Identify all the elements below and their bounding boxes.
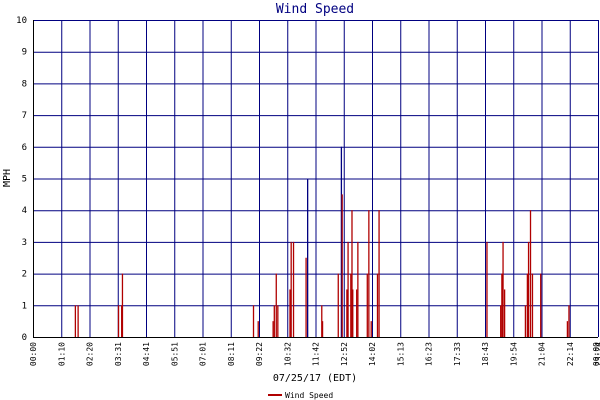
x-tick-label: 19:54 [509, 342, 518, 366]
y-tick-label: 8 [22, 79, 27, 89]
y-tick-label: 2 [22, 270, 27, 280]
x-tick-label: 07:01 [199, 342, 208, 366]
x-tick-label: 08:11 [227, 342, 236, 366]
x-tick-label: 18:43 [481, 342, 490, 366]
y-tick-label: 9 [22, 48, 27, 58]
y-tick-label: 1 [22, 301, 27, 311]
grid [33, 20, 599, 338]
y-tick-labels: 0 1 2 3 4 5 6 7 8 9 10 [16, 16, 27, 343]
x-tick-label: 11:42 [312, 342, 321, 366]
bars [74, 146, 570, 337]
legend-label: Wind Speed [285, 391, 333, 400]
x-tick-label: 15:13 [396, 342, 405, 366]
x-tick-label: 02:20 [86, 342, 95, 366]
axes [33, 20, 598, 338]
chart-title: Wind Speed [276, 2, 354, 17]
y-tick-label: 5 [22, 175, 27, 185]
x-tick-label: 00:00 [592, 342, 600, 366]
x-tick-label: 16:23 [425, 342, 434, 366]
legend: Wind Speed [268, 391, 333, 400]
x-tick-label: 22:14 [566, 342, 575, 366]
y-tick-label: 0 [22, 333, 27, 343]
x-tick-label: 00:00 [29, 342, 38, 366]
x-tick-label: 21:04 [538, 342, 547, 366]
x-tick-label: 23:24 [594, 342, 600, 366]
x-tick-label: 14:02 [368, 342, 377, 366]
y-tick-label: 3 [22, 238, 27, 248]
y-tick-label: 4 [22, 206, 27, 216]
y-axis-label: MPH [2, 169, 13, 187]
x-tick-label: 05:51 [170, 342, 179, 366]
x-tick-label: 04:41 [142, 342, 151, 366]
y-tick-label: 6 [22, 143, 27, 153]
x-tick-label: 17:33 [453, 342, 462, 366]
x-tick-labels: 00:00 01:10 02:20 03:31 04:41 05:51 07:01 08:11… [29, 342, 600, 366]
x-tick-label: 10:32 [283, 342, 292, 366]
y-tick-label: 10 [16, 16, 27, 26]
x-tick-label: 09:22 [255, 342, 264, 366]
x-tick-label: 12:52 [340, 342, 349, 366]
x-tick-label: 03:31 [114, 342, 123, 366]
x-axis-label: 07/25/17 (EDT) [273, 373, 357, 384]
x-tick-label: 01:10 [57, 342, 66, 366]
y-tick-label: 7 [22, 111, 27, 121]
